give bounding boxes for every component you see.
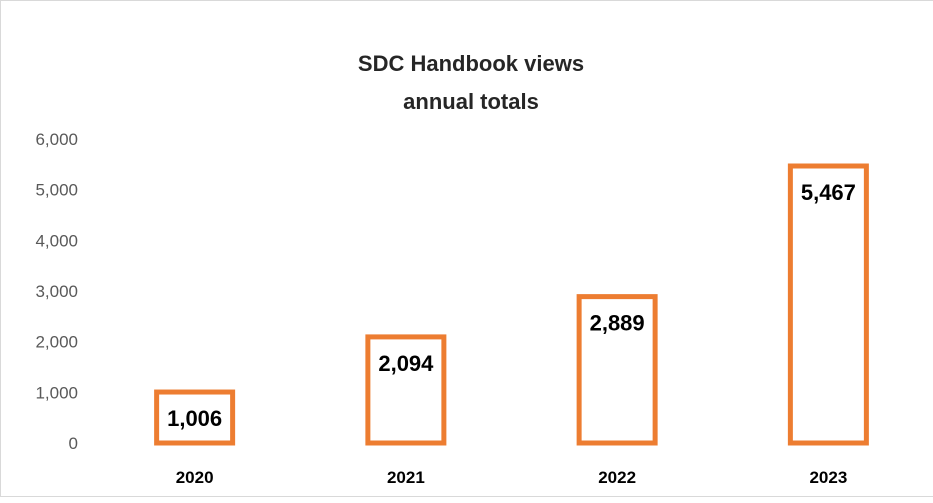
data-label: 2,094 xyxy=(378,351,434,376)
bar xyxy=(365,334,447,446)
x-tick-label: 2021 xyxy=(387,468,425,487)
bar xyxy=(576,294,658,446)
y-tick-label: 2,000 xyxy=(35,333,78,352)
x-tick-label: 2022 xyxy=(598,468,636,487)
x-axis: 2020 2021 2022 2023 xyxy=(176,468,848,487)
data-label: 1,006 xyxy=(167,406,222,431)
bar xyxy=(154,389,236,446)
y-tick-label: 5,000 xyxy=(35,181,78,200)
y-axis: 0 1,000 2,000 3,000 4,000 5,000 6,000 xyxy=(35,130,78,453)
chart-subtitle: annual totals xyxy=(403,89,539,114)
chart-title: SDC Handbook views xyxy=(358,51,584,76)
x-tick-label: 2023 xyxy=(809,468,847,487)
bar xyxy=(787,163,869,446)
bars xyxy=(154,163,869,446)
data-label: 2,889 xyxy=(590,311,645,336)
y-tick-label: 4,000 xyxy=(35,231,78,250)
y-tick-label: 0 xyxy=(69,434,78,453)
x-tick-label: 2020 xyxy=(176,468,214,487)
data-label: 5,467 xyxy=(801,180,856,205)
y-tick-label: 1,000 xyxy=(35,383,78,402)
y-tick-label: 6,000 xyxy=(35,130,78,149)
data-labels: 1,006 2,094 2,889 5,467 xyxy=(167,180,856,431)
y-tick-label: 3,000 xyxy=(35,282,78,301)
